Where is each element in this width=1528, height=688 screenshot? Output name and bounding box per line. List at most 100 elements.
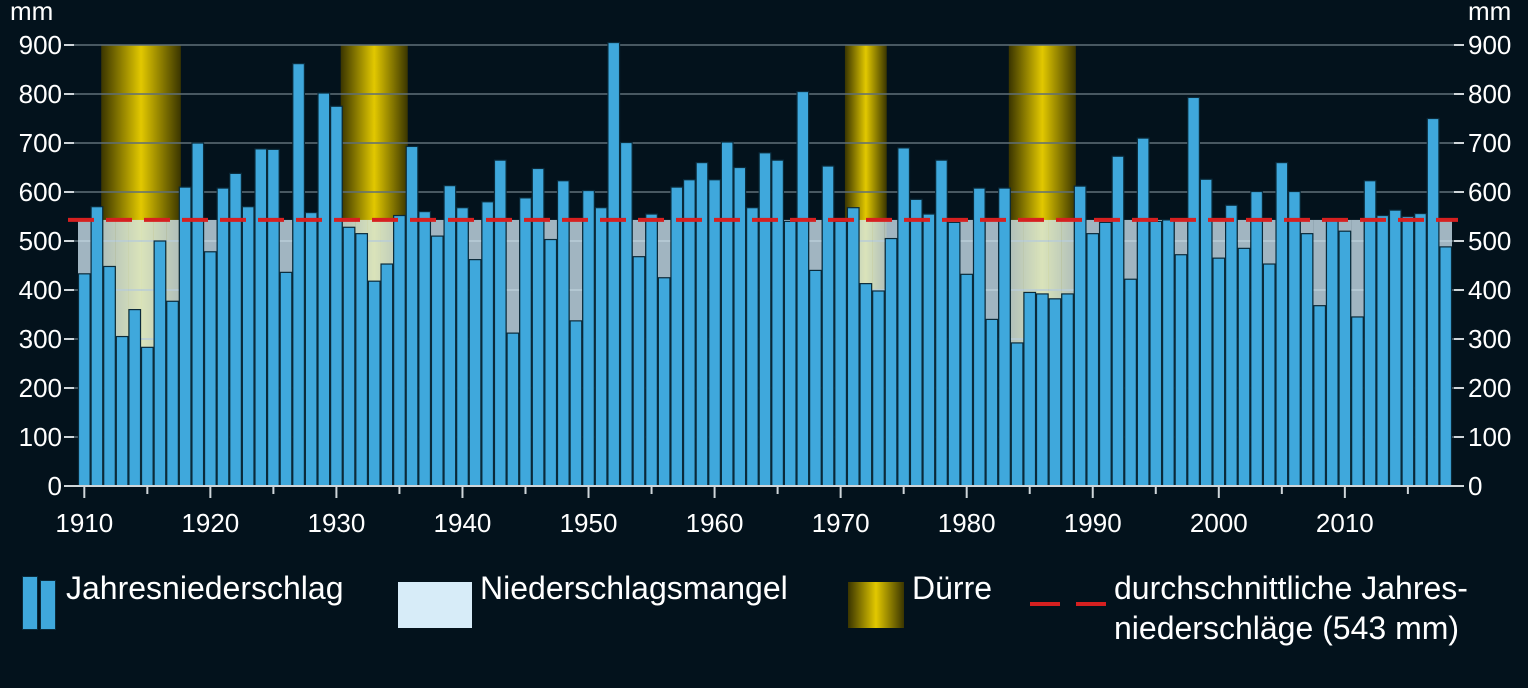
bar [90,206,104,487]
bar [342,226,356,487]
mangel-area [809,219,822,271]
bar [720,141,734,487]
bar [468,259,482,487]
bar [178,186,192,487]
bar [771,159,785,487]
x-tick-label: 2010 [1316,508,1374,538]
mangel-area [569,219,583,321]
x-tick-label: 1990 [1064,508,1122,538]
bar [594,207,608,487]
mangel-area [1010,219,1024,343]
bars-swatch [22,576,58,630]
bar [330,105,343,487]
y-tick-label-right: 500 [1468,226,1511,256]
mangel-area [1300,219,1314,234]
bar [897,147,911,487]
bar [531,167,545,487]
mangel-area [1338,219,1352,232]
mangel-area [859,219,873,284]
bar [456,207,469,487]
x-tick-label: 1930 [307,508,365,538]
mangel-area [657,219,671,278]
bar [872,290,885,487]
bar [1288,190,1301,487]
axes [64,44,1464,498]
bar [493,159,507,487]
bar [556,180,570,487]
mangel-area [430,219,444,237]
bar [657,277,671,487]
bar [708,179,721,487]
bar [960,273,974,487]
bar [103,265,116,487]
y-tick-label-right: 800 [1468,79,1511,109]
bar [393,214,406,487]
bar [1338,230,1352,487]
bar [758,152,772,487]
bar [317,92,331,487]
bar [859,283,873,487]
y-tick-label-right: 200 [1468,373,1511,403]
y-tick-label-right: 900 [1468,30,1511,60]
bar [203,251,217,487]
x-tick-label: 1950 [560,508,618,538]
bar [1199,178,1213,487]
bar [884,237,898,487]
y-tick-label-left: 800 [19,79,62,109]
bar [519,197,532,487]
mangel-area [1237,219,1251,249]
x-tick-label: 1980 [938,508,996,538]
bar [266,148,280,487]
mangel-area [1174,219,1188,255]
mangel-area [884,219,898,239]
bar [1023,291,1037,487]
bar [241,206,255,487]
bar [1136,137,1150,487]
bar [935,159,948,487]
bar [544,238,558,487]
bar [481,201,495,487]
bar [783,220,797,487]
bar [1426,117,1440,487]
y-tick-label-right: 700 [1468,128,1511,158]
bar [1325,219,1339,487]
mangel-area [1036,219,1049,294]
bar [1161,219,1175,487]
mangel-area [1048,219,1062,299]
mangel-area [367,219,381,282]
bar [292,63,305,487]
x-tick-labels: 1910 1920 1930 1940 1950 1960 1970 1980 1990 2000… [55,508,1373,538]
bar [1363,180,1377,487]
bar [972,187,986,487]
mangel-area [279,219,293,273]
mangel-area [128,219,142,310]
bar [279,271,293,487]
bar [1149,220,1163,487]
mangel-area [1313,219,1326,306]
bar [821,165,835,487]
bar [670,186,684,487]
x-tick-label: 1910 [55,508,113,538]
mangel-area [632,219,646,257]
mangel-areas [78,219,1452,348]
bar [1388,209,1402,487]
bar [922,213,936,487]
mangel-area [544,219,558,240]
bar [733,166,747,487]
y-tick-labels: 0 0 100 100 200 200 300 300 400 400 500 500 600 600 70… [19,30,1512,501]
bar [1212,257,1226,487]
mangel-area [1262,219,1276,265]
bar [582,189,595,487]
legend-label-average-1: durchschnittliche Jahres- [1114,570,1468,606]
bar [115,335,129,487]
bar [1313,305,1327,487]
y-tick-label-left: 400 [19,275,62,305]
bar [1376,214,1390,487]
y-tick-label-left: 300 [19,324,62,354]
bar [1086,233,1100,487]
y-tick-label-left: 600 [19,177,62,207]
bar [418,211,432,487]
mangel-area [985,219,999,320]
mangel-area [960,219,973,275]
bar [619,141,633,487]
